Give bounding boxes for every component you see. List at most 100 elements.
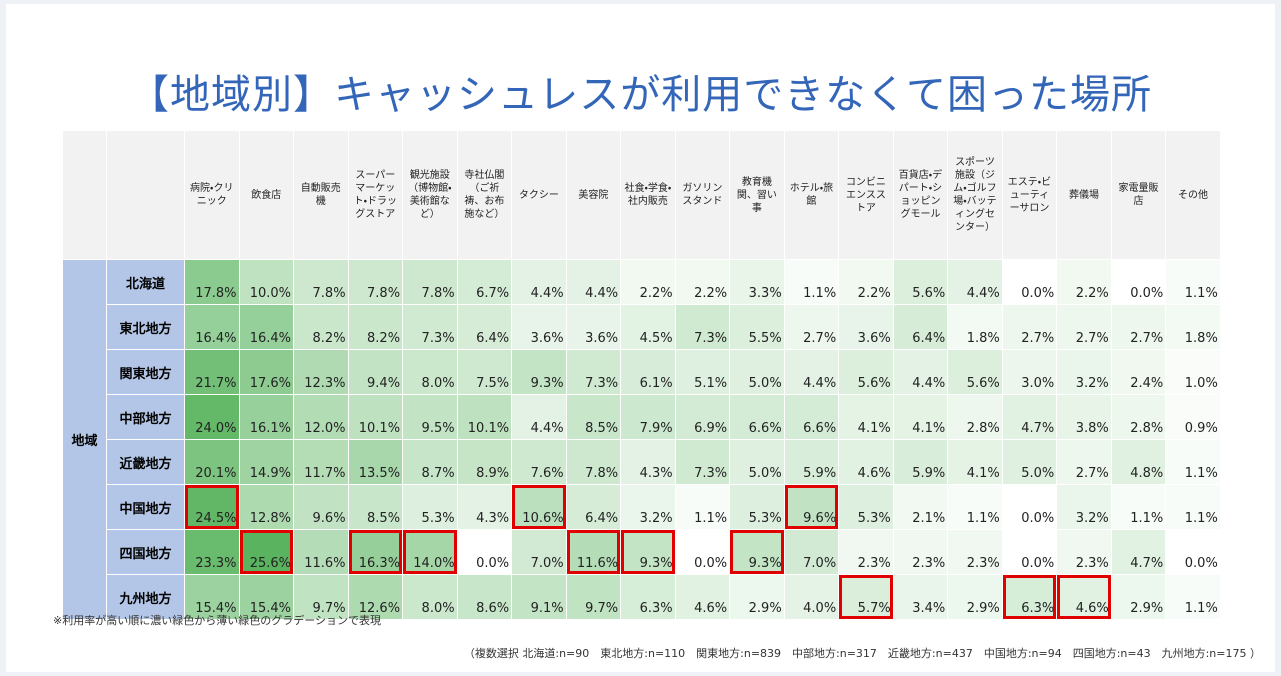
cell: 6.3%	[620, 574, 676, 620]
cell: 4.1%	[838, 394, 894, 440]
cell: 4.8%	[1110, 439, 1167, 485]
cell: 1.1%	[1165, 259, 1221, 305]
cell: 7.3%	[674, 439, 731, 485]
cell: 8.2%	[347, 304, 404, 350]
cell: 4.4%	[511, 394, 567, 440]
cell: 8.0%	[402, 574, 458, 620]
cell: 7.0%	[783, 529, 840, 575]
cell: 9.7%	[565, 574, 622, 620]
cell: 4.1%	[892, 394, 949, 440]
cell: 0.0%	[1001, 484, 1058, 530]
cell: 4.3%	[620, 439, 676, 485]
cell: 7.6%	[511, 439, 567, 485]
cell: 8.6%	[456, 574, 513, 620]
cell: 5.1%	[674, 349, 731, 395]
column-header: スポーツ施設（ジム・ゴルフ場・バッティングセンター）	[947, 130, 1003, 260]
cell: 11.7%	[293, 439, 349, 485]
cell: 8.7%	[402, 439, 458, 485]
cell: 5.6%	[947, 349, 1003, 395]
cell: 3.6%	[838, 304, 894, 350]
cell: 12.6%	[347, 574, 404, 620]
cell: 5.9%	[892, 439, 949, 485]
column-header: 美容院	[565, 130, 622, 260]
column-header: 教育機関、習い事	[729, 130, 785, 260]
cell: 4.3%	[456, 484, 513, 530]
cell: 2.7%	[1056, 439, 1112, 485]
title: 【地域別】キャッシュレスが利用できなくて困った場所	[129, 72, 1152, 118]
cell: 5.5%	[729, 304, 785, 350]
cell: 6.3%	[1001, 574, 1058, 620]
cell: 1.1%	[783, 259, 840, 305]
cell: 2.9%	[1110, 574, 1167, 620]
cell: 0.0%	[1001, 529, 1058, 575]
cell: 5.6%	[892, 259, 949, 305]
cell: 5.3%	[838, 484, 894, 530]
cell: 1.1%	[947, 484, 1003, 530]
cell: 8.5%	[347, 484, 404, 530]
cell: 6.1%	[620, 349, 676, 395]
cell: 16.4%	[184, 304, 240, 350]
cell: 16.1%	[238, 394, 295, 440]
cell: 24.0%	[184, 394, 240, 440]
cell: 12.0%	[293, 394, 349, 440]
cell: 2.7%	[1001, 304, 1058, 350]
cell: 7.8%	[347, 259, 404, 305]
cell: 15.4%	[238, 574, 295, 620]
cell: 17.6%	[238, 349, 295, 395]
cell: 5.7%	[838, 574, 894, 620]
cell: 1.1%	[1110, 484, 1167, 530]
cell: 7.8%	[293, 259, 349, 305]
corner	[106, 130, 185, 260]
column-header: 自動販売機	[293, 130, 349, 260]
row-label: 中部地方	[106, 394, 185, 440]
cell: 8.5%	[565, 394, 622, 440]
cell: 4.6%	[838, 439, 894, 485]
cell: 17.8%	[184, 259, 240, 305]
cell: 9.6%	[783, 484, 840, 530]
cell: 8.0%	[402, 349, 458, 395]
cell: 3.3%	[729, 259, 785, 305]
cell: 25.6%	[238, 529, 295, 575]
cell: 6.9%	[674, 394, 731, 440]
cell: 13.5%	[347, 439, 404, 485]
footnote: ※利用率が高い順に濃い緑色から薄い緑色のグラデーションで表現	[53, 614, 381, 627]
cell: 6.7%	[456, 259, 513, 305]
cell: 4.0%	[783, 574, 840, 620]
column-header: その他	[1165, 130, 1221, 260]
column-header: エステ・ビューティーサロン	[1001, 130, 1058, 260]
cell: 2.4%	[1110, 349, 1167, 395]
cell: 10.6%	[511, 484, 567, 530]
cell: 1.1%	[1165, 484, 1221, 530]
cell: 4.4%	[511, 259, 567, 305]
cell: 23.3%	[184, 529, 240, 575]
cell: 2.2%	[620, 259, 676, 305]
cell: 8.9%	[456, 439, 513, 485]
cell: 2.8%	[947, 394, 1003, 440]
cell: 6.6%	[729, 394, 785, 440]
cell: 0.0%	[1110, 259, 1167, 305]
cell: 10.1%	[347, 394, 404, 440]
cell: 24.5%	[184, 484, 240, 530]
cell: 12.3%	[293, 349, 349, 395]
cell: 2.3%	[838, 529, 894, 575]
cell: 9.3%	[729, 529, 785, 575]
row-label: 中国地方	[106, 484, 185, 530]
cell: 7.5%	[456, 349, 513, 395]
cell: 4.7%	[1110, 529, 1167, 575]
cell: 5.0%	[1001, 439, 1058, 485]
cell: 4.6%	[1056, 574, 1112, 620]
cell: 7.8%	[565, 439, 622, 485]
cell: 2.3%	[947, 529, 1003, 575]
column-header: 社食・学食・社内販売	[620, 130, 676, 260]
cell: 9.4%	[347, 349, 404, 395]
page: 【地域別】キャッシュレスが利用できなくて困った場所 病院・クリニック 飲食店 自動販…	[6, 4, 1275, 672]
column-header: スーパーマーケット・ドラッグストア	[347, 130, 404, 260]
cell: 4.4%	[892, 349, 949, 395]
cell: 4.7%	[1001, 394, 1058, 440]
cell: 14.9%	[238, 439, 295, 485]
column-header: ホテル・旅館	[783, 130, 840, 260]
cell: 11.6%	[293, 529, 349, 575]
sample-note: （複数選択 北海道:n=90 東北地方:n=110 関東地方:n=839 中部地…	[463, 647, 1261, 660]
cell: 7.3%	[565, 349, 622, 395]
cell: 0.0%	[456, 529, 513, 575]
